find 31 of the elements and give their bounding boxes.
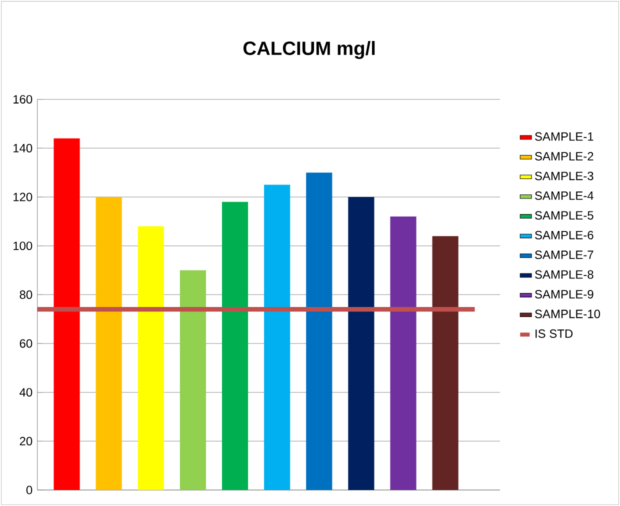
bar [180,270,206,490]
bar [390,216,416,490]
bar [222,202,248,490]
y-tick-label: 160 [14,95,32,104]
legend-label: SAMPLE-5 [535,211,594,220]
y-tick-label: 40 [20,388,32,397]
chart-title: CALCIUM mg/l [243,41,375,59]
legend-label: SAMPLE-7 [535,250,594,260]
bar [432,236,458,490]
bar [306,172,332,490]
bar [96,197,122,490]
y-tick-label: 20 [20,436,32,446]
y-tick-label: 80 [20,290,32,299]
legend-label: SAMPLE-3 [535,172,594,180]
legend-label: SAMPLE-4 [535,191,594,200]
legend-label: SAMPLE-9 [535,290,594,298]
bar [264,184,290,490]
legend-label: IS STD [536,329,573,338]
legend-label: SAMPLE-8 [535,270,594,279]
bar [348,197,374,490]
bar [54,138,80,490]
legend-label: SAMPLE-1 [535,132,594,141]
y-tick-label: 0 [26,486,32,494]
bar [138,226,164,490]
legend-label: SAMPLE-10 [535,310,600,318]
y-tick-label: 140 [14,144,32,152]
y-tick-label: 100 [14,242,32,250]
legend-label: SAMPLE-2 [535,152,594,160]
y-tick-label: 60 [20,339,32,348]
legend-label: SAMPLE-6 [535,230,594,240]
y-tick-label: 120 [14,192,32,202]
